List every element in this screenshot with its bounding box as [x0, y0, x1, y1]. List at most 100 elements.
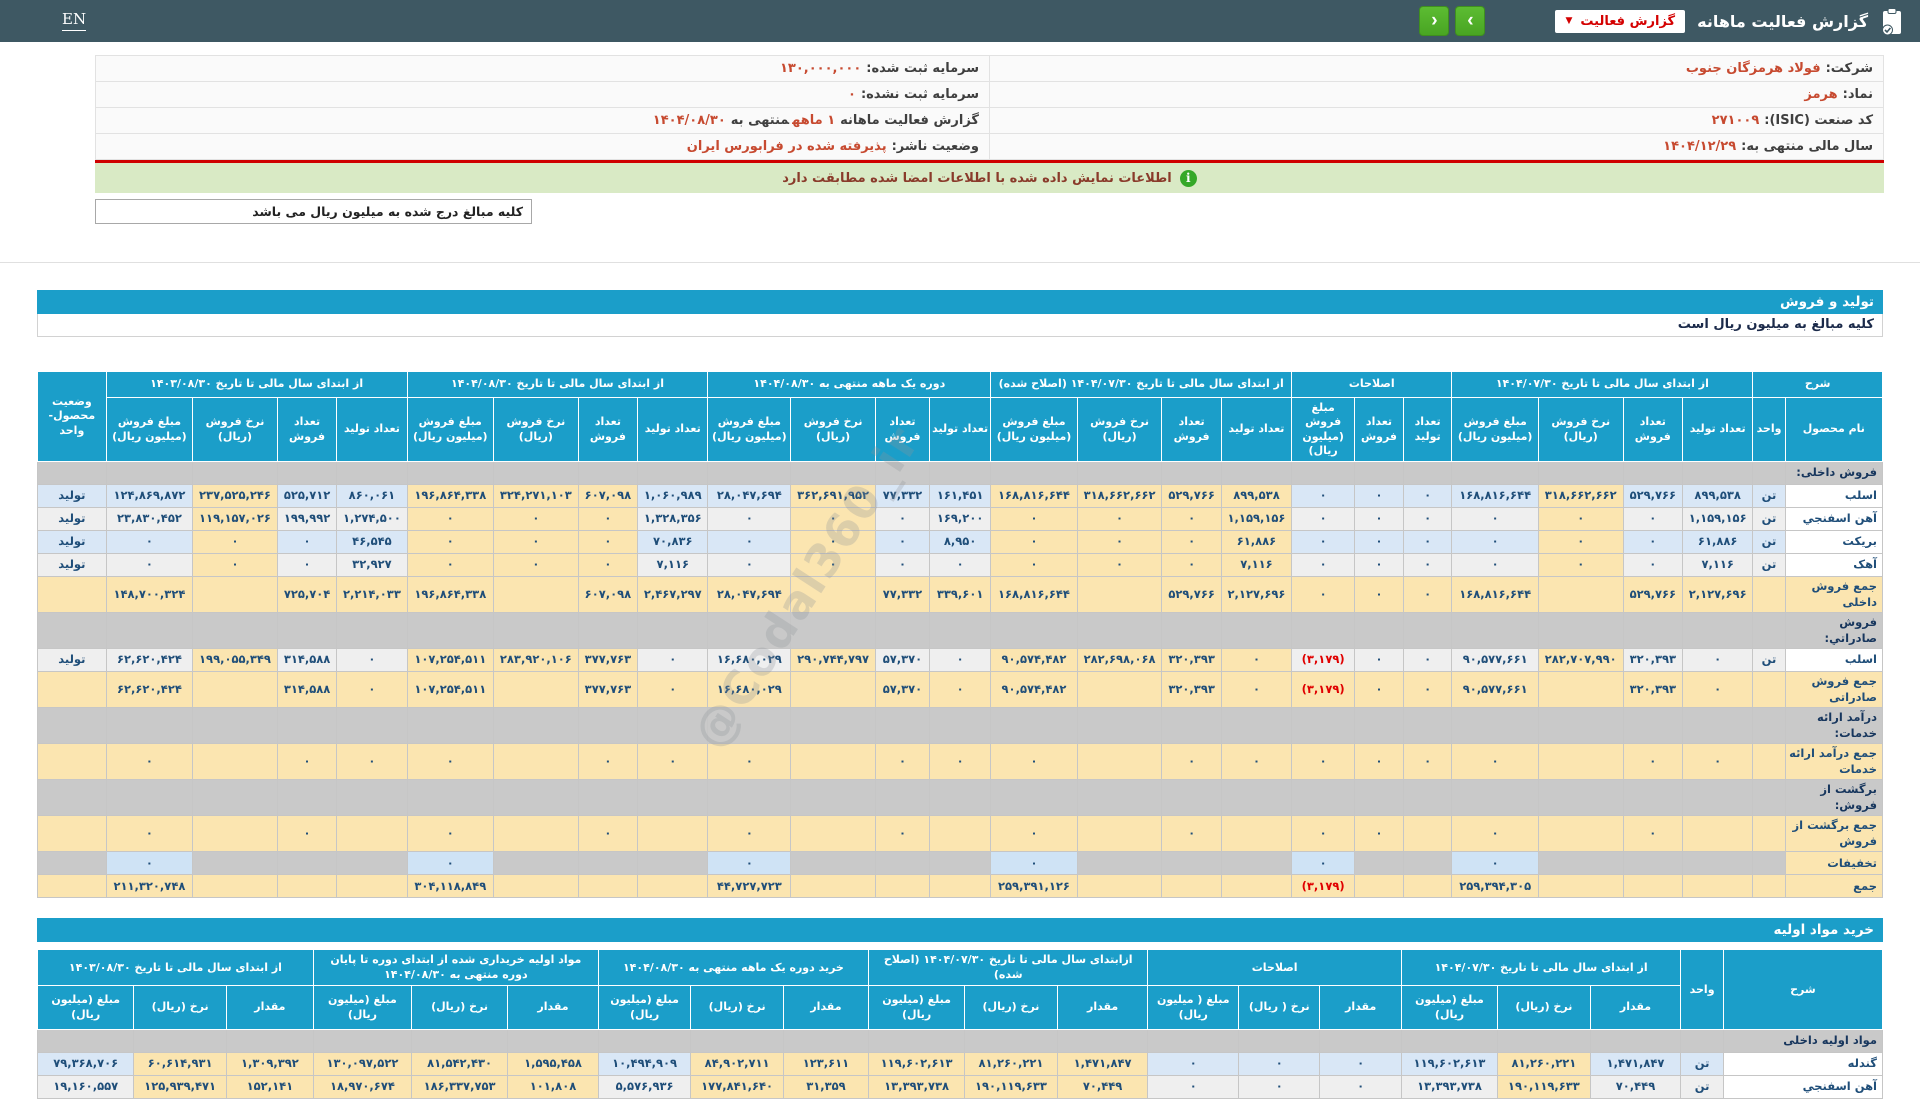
column-header: تعداد فروش [1161, 396, 1222, 463]
column-header: مقدار [225, 985, 314, 1030]
row-label: فروش داخلی: [1784, 461, 1884, 486]
column-header: واحد [1752, 396, 1786, 463]
table-cell [1752, 612, 1786, 650]
table-cell [37, 874, 107, 899]
table-cell: ۸۹۹,۵۳۸ [1682, 484, 1754, 509]
table-cell [406, 779, 495, 817]
table-cell [37, 576, 107, 614]
table-cell [493, 851, 579, 876]
column-header: مبلغ (میلیون ریال) [1400, 985, 1499, 1030]
table-cell [1402, 779, 1453, 817]
table-cell: ۰ [707, 743, 792, 781]
row-label: برگشت از فروش: [1784, 779, 1884, 817]
table-cell [1622, 707, 1684, 745]
table-cell: ۰ [990, 507, 1078, 532]
red-separator [95, 160, 1884, 163]
table-cell: ۰ [1402, 507, 1453, 532]
section-divider [0, 262, 1920, 263]
column-header: مقدار [1056, 985, 1149, 1030]
table-cell [874, 779, 931, 817]
table-cell: ۵۲۹,۷۶۶ [1622, 576, 1684, 614]
table-cell [1402, 815, 1453, 853]
table-cell [1076, 815, 1163, 853]
table-cell [336, 815, 408, 853]
table-cell: ۰ [406, 851, 495, 876]
table-cell: ۰ [406, 743, 495, 781]
table-cell: ۰ [1354, 576, 1404, 614]
column-header: شرح [1722, 949, 1884, 1030]
header-row: نام محصول واحد تعداد تولید تعداد فروش نرخ فر… [38, 396, 1884, 463]
table-row: مواد اولیه داخلی [36, 1029, 1884, 1053]
table-cell [1622, 612, 1684, 650]
table-cell [1497, 1029, 1591, 1053]
table-cell [37, 815, 107, 853]
column-header: مواد اولیه خریداری شده از ابتدای دوره تا… [312, 949, 599, 986]
table-cell: ۱۹۹,۰۵۵,۳۴۹ [192, 648, 278, 673]
table-cell: ۰ [1402, 530, 1453, 555]
info-cell: وضعیت ناشر: پذیرفته شده در فرابورس ایران [95, 133, 990, 160]
table-cell: ۱۰۱,۸۰۸ [507, 1075, 599, 1099]
table-cell: ۰ [874, 743, 931, 781]
table-cell: تولید [37, 507, 107, 532]
row-label: اسلب [1784, 648, 1884, 673]
table-cell: تولید [37, 530, 107, 555]
table-cell: ۰ [1161, 553, 1222, 578]
table-cell [782, 1029, 870, 1053]
column-header: از ابتدای سال مالی تا تاریخ ۱۴۰۳/۰۸/۳۰ [37, 949, 314, 986]
table-cell: ۰ [1402, 671, 1453, 709]
table-cell [1220, 851, 1293, 876]
table-cell: ۱۹۰,۱۱۹,۶۳۳ [1497, 1075, 1591, 1099]
table-cell [1537, 612, 1624, 650]
next-report-button[interactable]: › [1455, 6, 1486, 36]
column-header: مقدار [1589, 985, 1682, 1030]
section-header-production-sales: تولید و فروش [37, 290, 1883, 314]
table-cell [1354, 612, 1404, 650]
table-cell: ۴۴,۷۲۷,۷۲۳ [707, 874, 792, 899]
table-cell: ۰ [1622, 743, 1684, 781]
table-cell: ۰ [1451, 553, 1539, 578]
column-header: نرخ (ریال) [690, 985, 784, 1030]
table-cell [192, 815, 278, 853]
table-cell: تن [1680, 1075, 1724, 1099]
table-cell [1220, 461, 1293, 486]
table-cell: ۳۱۸,۶۶۲,۶۶۲ [1537, 484, 1624, 509]
table-cell [493, 671, 579, 709]
table-cell: ۷,۱۱۶ [637, 553, 709, 578]
table-cell: ۰ [406, 530, 495, 555]
column-header: تعداد فروش [1622, 396, 1684, 463]
table-cell [1537, 743, 1624, 781]
table-cell: ۱۶۱,۴۵۱ [928, 484, 992, 509]
table-cell [1752, 815, 1786, 853]
table-cell: ۰ [1354, 648, 1404, 673]
table-cell [964, 1029, 1058, 1053]
table-cell: ۹۰,۵۷۴,۴۸۲ [990, 671, 1078, 709]
table-cell [1291, 707, 1356, 745]
column-header: مقدار [507, 985, 599, 1030]
column-header: واحد [1680, 949, 1724, 1030]
table-row: اسلب تن ۸۹۹,۵۳۸ ۵۲۹,۷۶۶ ۳۱۸,۶۶۲,۶۶۲ ۱۶۸,۸۱۶,۶… [37, 484, 1884, 509]
table-cell [1682, 851, 1754, 876]
report-type-dropdown[interactable]: گزارش فعالیت ▼ [1555, 9, 1686, 33]
column-header: مبلغ فروش (میلیون ریال) [1451, 396, 1539, 463]
table-cell [1682, 874, 1754, 899]
table-cell: ۲,۱۲۷,۶۹۶ [1682, 576, 1754, 614]
column-header: خرید دوره یک ماهه منتهی به ۱۴۰۴/۰۸/۳۰ [597, 949, 870, 986]
column-header: از ابتدای سال مالی تا تاریخ ۱۴۰۴/۰۷/۳۰ [1400, 949, 1682, 986]
table-cell: ۶۲,۶۲۰,۴۲۴ [105, 648, 194, 673]
table-cell [990, 707, 1078, 745]
table-cell: ۰ [1354, 743, 1404, 781]
column-header: نرخ ( ریال) [1238, 985, 1321, 1030]
table-cell: ۱۶,۶۸۰,۰۲۹ [707, 648, 792, 673]
table-cell: ۲۳۷,۵۲۵,۲۴۶ [192, 484, 278, 509]
table-cell [105, 707, 194, 745]
table-cell: ۱,۳۰۹,۳۹۲ [225, 1052, 314, 1076]
table-cell [1537, 707, 1624, 745]
column-header: تعداد تولید [928, 396, 992, 463]
previous-report-button[interactable]: ‹ [1419, 6, 1450, 36]
table-cell: ۰ [1291, 530, 1356, 555]
table-cell [790, 612, 876, 650]
table-cell [192, 851, 278, 876]
table-cell [1291, 612, 1356, 650]
table-cell: ۰ [1402, 648, 1453, 673]
language-toggle-en[interactable]: EN [62, 10, 87, 31]
